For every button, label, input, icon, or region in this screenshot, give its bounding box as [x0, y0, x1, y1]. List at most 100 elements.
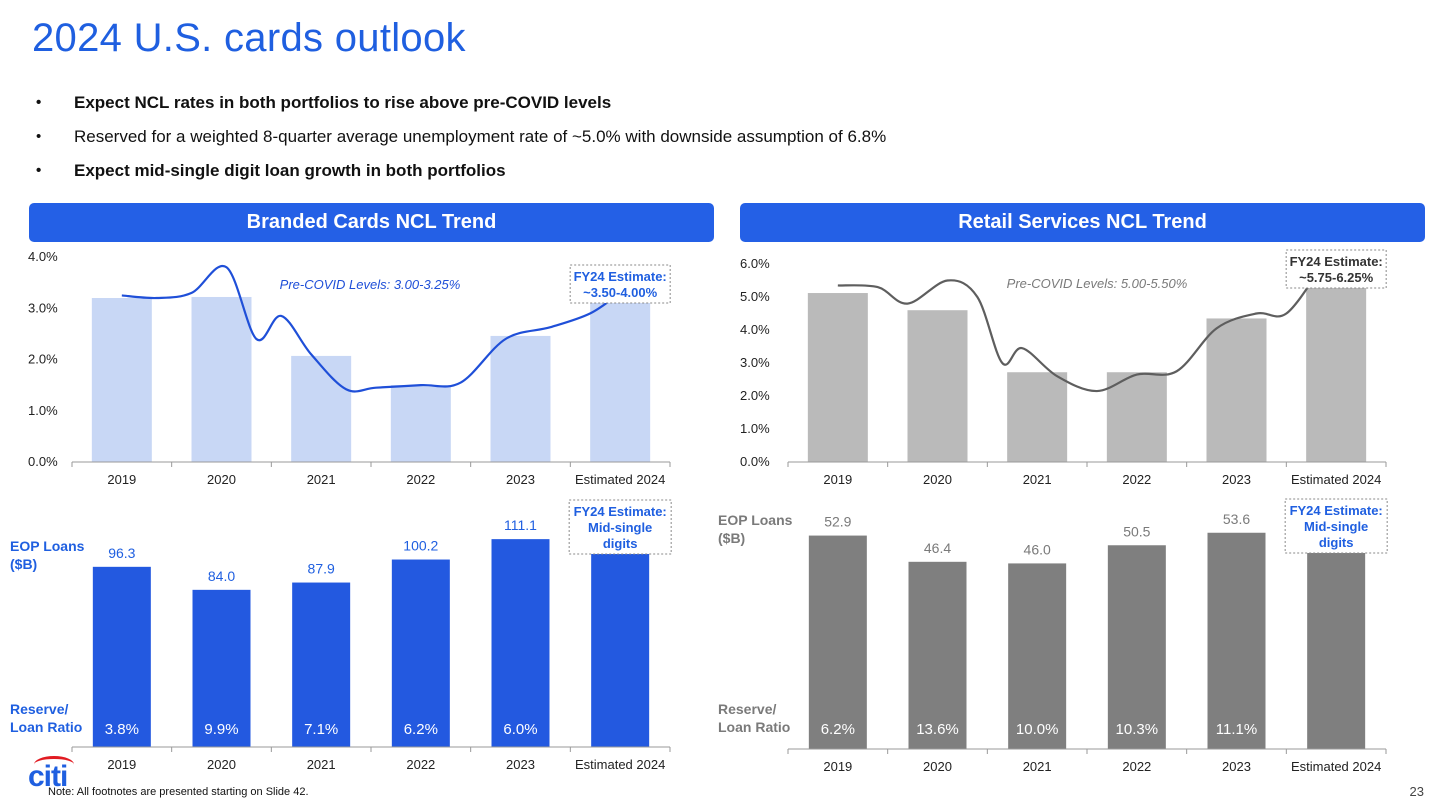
- ncl-bar: [1106, 372, 1167, 462]
- x-tick-label: 2023: [506, 757, 535, 772]
- loan-bar: [391, 559, 450, 747]
- loan-value-label: 52.9: [824, 514, 851, 530]
- loan-bar: [591, 526, 650, 747]
- x-tick-label: Estimated 2024: [1291, 759, 1381, 774]
- x-tick-label: 2023: [506, 472, 535, 487]
- reserve-ratio-label: 7.1%: [304, 721, 338, 738]
- reserve-ratio-label: 6.2%: [404, 721, 438, 738]
- eop-loans-unit: ($B): [10, 556, 37, 572]
- ncl-bar: [291, 355, 352, 462]
- x-tick-label: 2022: [1122, 759, 1151, 774]
- loan-bar: [1207, 532, 1266, 749]
- ncl-bar: [91, 298, 152, 462]
- x-tick-label: 2020: [207, 472, 236, 487]
- citi-logo: citi: [28, 756, 82, 793]
- logo-text: citi: [28, 760, 68, 793]
- ncl-bar: [590, 295, 651, 462]
- y-tick-label: 3.0%: [740, 355, 770, 370]
- y-tick-label: 0.0%: [740, 454, 770, 469]
- fy24-estimate-text: FY24 Estimate:: [574, 269, 667, 284]
- pre-covid-label: Pre-COVID Levels: 5.00-5.50%: [1007, 276, 1188, 291]
- fy24-estimate-text: Mid-single: [1304, 519, 1368, 534]
- x-tick-label: 2020: [923, 472, 952, 487]
- x-tick-label: 2021: [1023, 472, 1052, 487]
- loan-bar: [92, 566, 151, 747]
- loan-ratio-label: Loan Ratio: [718, 719, 790, 735]
- ncl-bar: [191, 296, 252, 462]
- loan-value-label: 46.0: [1024, 541, 1051, 557]
- fy24-estimate-box: [568, 499, 672, 555]
- reserve-ratio-label: 10.0%: [1016, 721, 1059, 738]
- ncl-trend-line: [837, 266, 1323, 393]
- bullet-list: Expect NCL rates in both portfolios to r…: [36, 86, 886, 188]
- fy24-estimate-text: FY24 Estimate:: [574, 504, 667, 519]
- x-tick-label: 2021: [1023, 759, 1052, 774]
- y-tick-label: 3.0%: [28, 300, 58, 315]
- reserve-label: Reserve/: [10, 701, 68, 717]
- bullet-item: Reserved for a weighted 8-quarter averag…: [36, 120, 886, 154]
- fy24-estimate-text: ~3.50-4.00%: [583, 285, 658, 300]
- ncl-bar: [1007, 372, 1068, 462]
- x-tick-label: 2019: [823, 472, 852, 487]
- bullet-item: Expect NCL rates in both portfolios to r…: [36, 86, 886, 120]
- x-tick-label: 2023: [1222, 759, 1251, 774]
- x-tick-label: Estimated 2024: [1291, 472, 1381, 487]
- loan-value-label: 111.1: [504, 517, 537, 533]
- loan-value-label: 53.6: [1223, 511, 1250, 527]
- x-tick-label: 2022: [406, 757, 435, 772]
- x-tick-label: 2019: [107, 472, 136, 487]
- branded-cards-header: Branded Cards NCL Trend: [29, 203, 714, 242]
- retail-ncl-chart: 0.0% 1.0% 2.0% 3.0% 4.0% 5.0% 6.0% 2019 2020 2021…: [740, 249, 1387, 487]
- logo-arc-icon: [34, 756, 74, 773]
- loan-value-label: 46.4: [924, 540, 951, 556]
- loan-bar: [1307, 523, 1366, 749]
- loan-value-label: 96.3: [108, 545, 135, 561]
- y-tick-label: 1.0%: [740, 421, 770, 436]
- retail-loans-chart: 52.9 6.2% 46.4 13.6% 46.0 10.0% 50.5 10.3% 53.6 1…: [718, 498, 1388, 774]
- ncl-trend-line: [121, 264, 621, 393]
- loan-bar: [491, 539, 550, 747]
- loan-bar: [1008, 563, 1067, 749]
- fy24-estimate-text: digits: [1319, 535, 1354, 550]
- loan-bar: [292, 582, 351, 747]
- y-tick-label: 2.0%: [740, 388, 770, 403]
- fy24-estimate-text: FY24 Estimate:: [1290, 254, 1383, 269]
- x-tick-label: 2022: [1122, 472, 1151, 487]
- x-tick-label: 2022: [406, 472, 435, 487]
- eop-loans-label: EOP Loans: [718, 512, 793, 528]
- y-tick-label: 6.0%: [740, 256, 770, 271]
- footnote: Note: All footnotes are presented starti…: [48, 786, 309, 798]
- eop-loans-unit: ($B): [718, 530, 745, 546]
- x-tick-label: 2021: [307, 757, 336, 772]
- fy24-estimate-text: ~5.75-6.25%: [1299, 270, 1374, 285]
- ncl-bar: [907, 310, 968, 462]
- x-tick-label: 2019: [823, 759, 852, 774]
- x-tick-label: 2020: [923, 759, 952, 774]
- x-tick-label: 2019: [107, 757, 136, 772]
- x-tick-label: 2020: [207, 757, 236, 772]
- retail-services-header: Retail Services NCL Trend: [740, 203, 1425, 242]
- eop-loans-label: EOP Loans: [10, 538, 85, 554]
- ncl-bar: [1206, 318, 1267, 462]
- loan-value-label: 50.5: [1123, 523, 1150, 539]
- fy24-estimate-box: [569, 264, 671, 304]
- x-tick-label: Estimated 2024: [575, 757, 665, 772]
- page-title: 2024 U.S. cards outlook: [32, 16, 466, 60]
- loan-ratio-label: Loan Ratio: [10, 719, 82, 735]
- loan-bar: [808, 535, 867, 749]
- reserve-ratio-label: 9.9%: [204, 721, 238, 738]
- fy24-estimate-box: [1284, 498, 1388, 554]
- reserve-ratio-label: 13.6%: [916, 721, 959, 738]
- branded-ncl-chart: 0.0% 1.0% 2.0% 3.0% 4.0% 2019 2020 2021 2022 2023…: [28, 249, 671, 487]
- reserve-ratio-label: 6.0%: [503, 721, 537, 738]
- y-tick-label: 0.0%: [28, 454, 58, 469]
- branded-loans-chart: 96.3 3.8% 84.0 9.9% 87.9 7.1% 100.2 6.2% 111.1 6.…: [10, 499, 672, 772]
- ncl-bar: [490, 335, 551, 462]
- x-tick-label: Estimated 2024: [575, 472, 665, 487]
- reserve-ratio-label: 6.2%: [821, 721, 855, 738]
- ncl-bar: [390, 385, 451, 462]
- reserve-ratio-label: 3.8%: [105, 721, 139, 738]
- y-tick-label: 4.0%: [740, 322, 770, 337]
- loan-bar: [908, 561, 967, 749]
- reserve-label: Reserve/: [718, 701, 776, 717]
